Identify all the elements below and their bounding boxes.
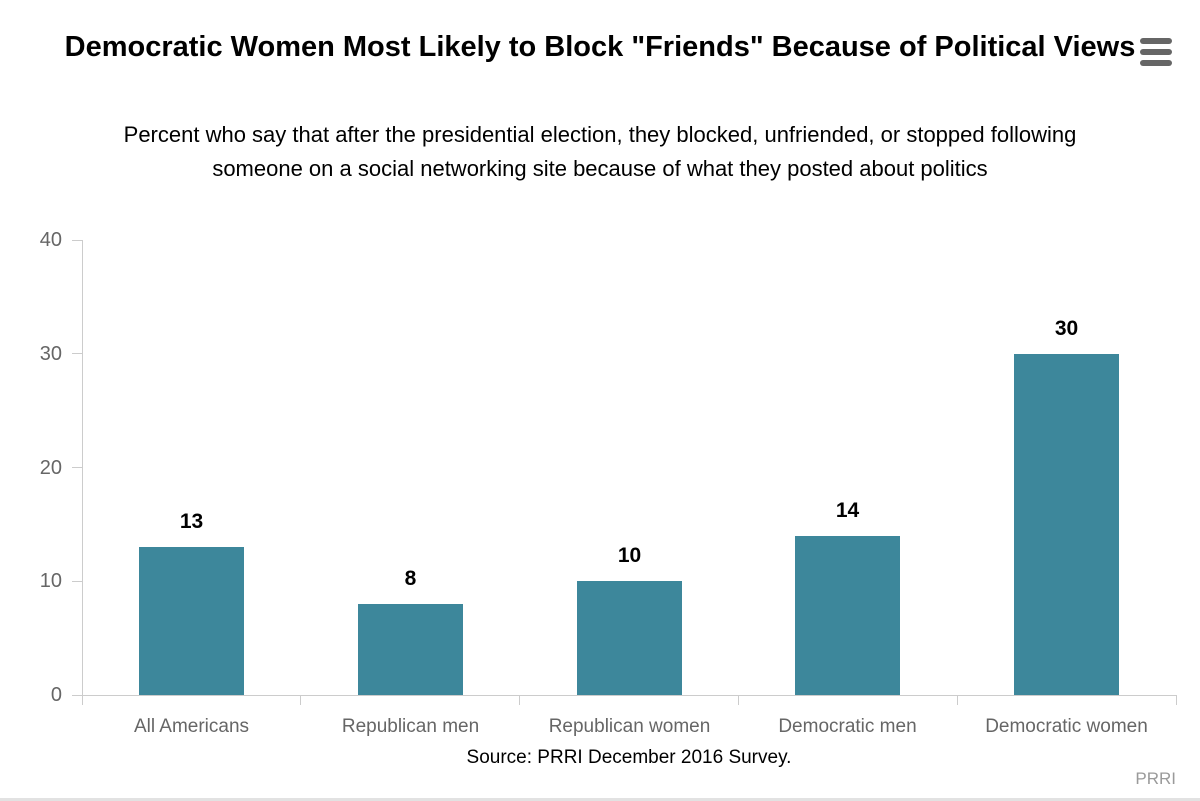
x-axis-tick (1175, 695, 1177, 705)
x-axis-category-label: Republican women (548, 716, 711, 737)
hamburger-icon (1140, 38, 1172, 66)
y-axis-label: 30 (39, 342, 62, 365)
bar-value-label: 13 (179, 510, 204, 533)
y-axis-line (82, 240, 83, 695)
x-axis-tick (956, 695, 958, 705)
y-axis-label: 10 (39, 570, 62, 593)
y-axis-label: 20 (39, 456, 62, 479)
bar[interactable] (139, 547, 244, 695)
x-axis-category-label: Democratic men (778, 716, 917, 737)
x-axis-line (82, 695, 1176, 696)
x-axis-category-label: Democratic women (985, 716, 1148, 737)
bar-value-label: 10 (617, 544, 642, 567)
y-axis-tick (72, 467, 82, 468)
y-axis-label: 40 (39, 229, 62, 251)
x-axis-tick (519, 695, 521, 705)
chart-subtitle: Percent who say that after the president… (123, 122, 1077, 181)
y-axis-tick (72, 353, 82, 355)
bar-value-label: 30 (1054, 317, 1079, 340)
chart-title: Democratic Women Most Likely to Block "F… (64, 31, 1136, 63)
bar[interactable] (358, 604, 463, 695)
bar[interactable] (795, 536, 900, 695)
x-axis-tick (300, 695, 302, 705)
y-axis-tick (72, 694, 82, 696)
bar-value-label: 8 (404, 567, 417, 590)
bar[interactable] (1014, 354, 1119, 695)
bar-value-label: 14 (835, 499, 860, 522)
bar[interactable] (577, 581, 682, 695)
x-axis-tick (81, 695, 83, 705)
export-menu-button[interactable] (1136, 33, 1176, 71)
bottom-border (0, 798, 1200, 801)
y-axis-tick (72, 239, 82, 241)
x-axis-category-label: Republican men (341, 716, 480, 737)
x-axis-tick (737, 695, 739, 705)
y-axis-tick (72, 580, 82, 582)
prri-credit: PRRI (1135, 769, 1176, 788)
y-axis-label: 0 (50, 684, 62, 706)
source-text: Source: PRRI December 2016 Survey. (466, 747, 792, 768)
x-axis-category-label: All Americans (133, 716, 250, 737)
